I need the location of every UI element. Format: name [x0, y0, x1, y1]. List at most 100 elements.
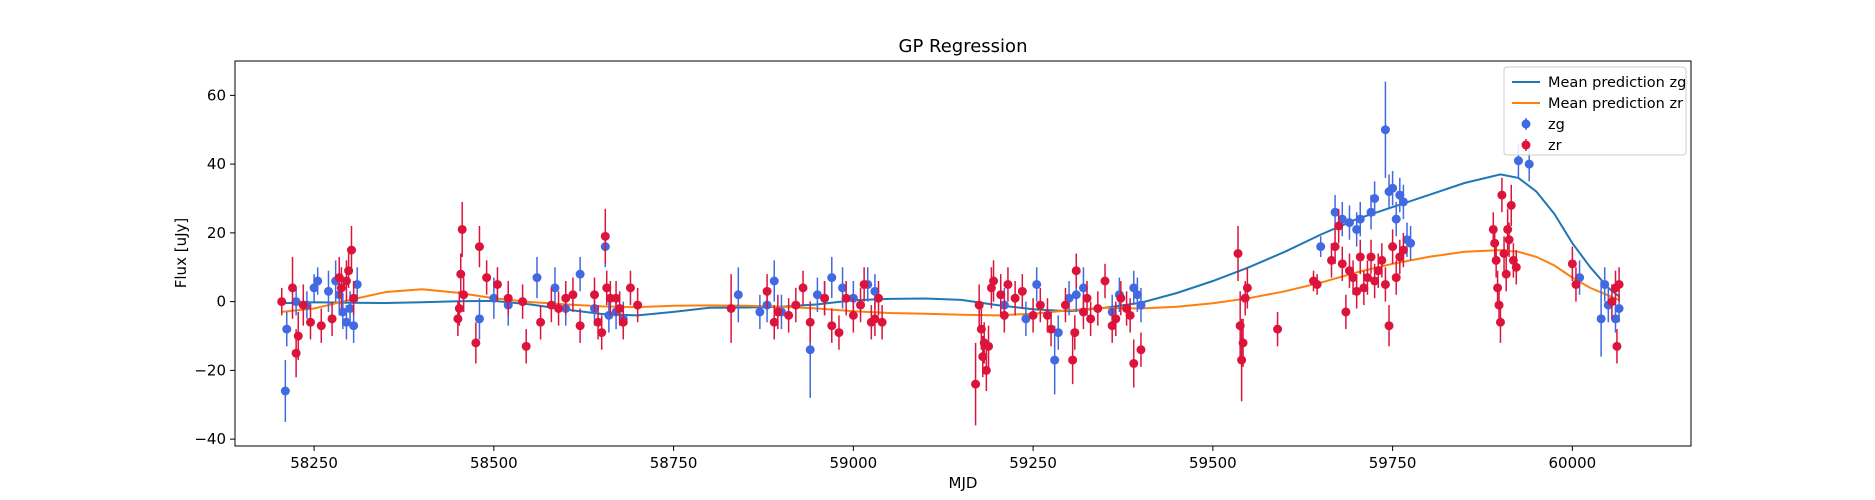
data-point-zg	[755, 307, 765, 317]
data-point-zr	[1377, 255, 1387, 265]
data-point-zr	[316, 321, 326, 331]
data-point-zr	[1326, 255, 1336, 265]
data-point-zg	[349, 321, 359, 331]
data-point-zr	[1273, 324, 1283, 334]
data-point-zg	[1337, 214, 1347, 224]
data-point-zg	[1352, 224, 1362, 234]
data-point-zr	[989, 276, 999, 286]
data-point-zr	[1068, 355, 1078, 365]
data-point-zr	[1362, 273, 1372, 283]
data-point-zr	[769, 317, 779, 327]
data-point-zr	[1111, 314, 1121, 324]
data-point-zr	[327, 314, 337, 324]
data-point-zr	[1237, 355, 1247, 365]
data-point-zg	[1391, 214, 1401, 224]
data-point-zg	[1330, 207, 1340, 217]
y-tick-label: −40	[194, 430, 226, 448]
data-point-zr	[346, 245, 356, 255]
data-point-zg	[1380, 125, 1390, 135]
data-point-zr	[291, 348, 301, 358]
x-tick-label: 58750	[650, 454, 698, 472]
data-point-zr	[336, 283, 346, 293]
data-point-zg	[282, 324, 292, 334]
legend: Mean prediction zg Mean prediction zr zg zr	[1503, 66, 1687, 156]
data-point-zr	[1490, 238, 1500, 248]
data-point-zg	[1395, 190, 1405, 200]
data-point-zr	[1348, 273, 1358, 283]
data-point-zr	[1506, 200, 1516, 210]
data-point-zr	[1017, 286, 1027, 296]
data-point-zr	[1380, 279, 1390, 289]
data-point-zg	[827, 273, 837, 283]
data-point-zr	[1499, 249, 1509, 258]
data-point-zg	[323, 286, 333, 296]
data-point-zr	[1612, 341, 1622, 351]
data-point-zg	[870, 286, 880, 296]
data-point-zr	[1086, 314, 1096, 324]
data-point-zr	[1388, 242, 1398, 252]
data-point-zr	[341, 276, 351, 286]
data-point-zr	[1330, 242, 1340, 252]
data-point-zr	[1495, 317, 1505, 327]
data-point-zr	[773, 307, 783, 317]
data-point-zr	[859, 279, 869, 289]
data-point-zr	[1070, 328, 1080, 338]
series-zr-points	[277, 177, 1624, 426]
y-tick-label: 0	[216, 293, 226, 311]
data-point-zr	[625, 283, 635, 293]
data-point-zg	[1596, 314, 1606, 324]
data-point-zg	[1129, 283, 1139, 293]
data-point-zr	[791, 300, 801, 310]
data-point-zr	[1567, 259, 1577, 269]
data-point-zg	[474, 314, 484, 324]
data-point-zg	[1344, 218, 1354, 228]
data-point-zr	[1607, 297, 1617, 307]
legend-label-mean-prediction-zg: Mean prediction zg	[1548, 75, 1686, 91]
series-zg-points	[280, 81, 1624, 422]
data-point-zr	[1334, 221, 1344, 231]
data-point-zg	[345, 304, 355, 313]
data-point-zr	[1494, 300, 1504, 310]
data-point-zr	[1341, 307, 1351, 317]
y-tick-label: −20	[194, 361, 226, 379]
data-point-zg	[1053, 328, 1063, 338]
x-tick-label: 60000	[1549, 454, 1597, 472]
data-point-zg	[1071, 290, 1081, 300]
data-point-zr	[1355, 252, 1365, 262]
data-point-zr	[1504, 235, 1514, 245]
data-point-zg	[1355, 214, 1365, 224]
data-point-zr	[984, 341, 994, 351]
data-point-zr	[1242, 283, 1252, 293]
data-point-zr	[870, 314, 880, 324]
data-point-zr	[611, 293, 621, 303]
data-point-zr	[798, 283, 808, 293]
data-point-zr	[1398, 245, 1408, 255]
data-point-zr	[784, 310, 794, 320]
data-point-zr	[518, 297, 528, 307]
data-point-zg	[1388, 183, 1398, 193]
data-point-zr	[1493, 283, 1503, 293]
data-point-zr	[1082, 293, 1092, 303]
data-point-zg	[1600, 279, 1610, 289]
data-point-zr	[1046, 324, 1056, 334]
data-point-zr	[305, 317, 315, 327]
data-point-zr	[1042, 310, 1052, 320]
y-tick-label: 40	[207, 155, 226, 173]
data-point-zr	[1503, 224, 1513, 234]
data-point-zr	[971, 379, 981, 389]
data-point-zr	[1352, 286, 1362, 296]
data-point-zr	[546, 300, 556, 310]
data-point-zr	[492, 279, 502, 289]
data-point-zr	[298, 300, 308, 310]
data-point-zg	[1050, 355, 1060, 365]
data-point-zr	[874, 293, 884, 303]
data-point-zr	[1614, 279, 1624, 289]
data-point-zr	[457, 224, 467, 234]
data-point-zr	[1497, 190, 1507, 200]
data-point-zg	[309, 283, 319, 293]
data-point-zg	[532, 273, 542, 283]
legend-swatch-zr	[1521, 140, 1531, 150]
x-tick-label: 59250	[1009, 454, 1057, 472]
data-point-zr	[471, 338, 481, 348]
